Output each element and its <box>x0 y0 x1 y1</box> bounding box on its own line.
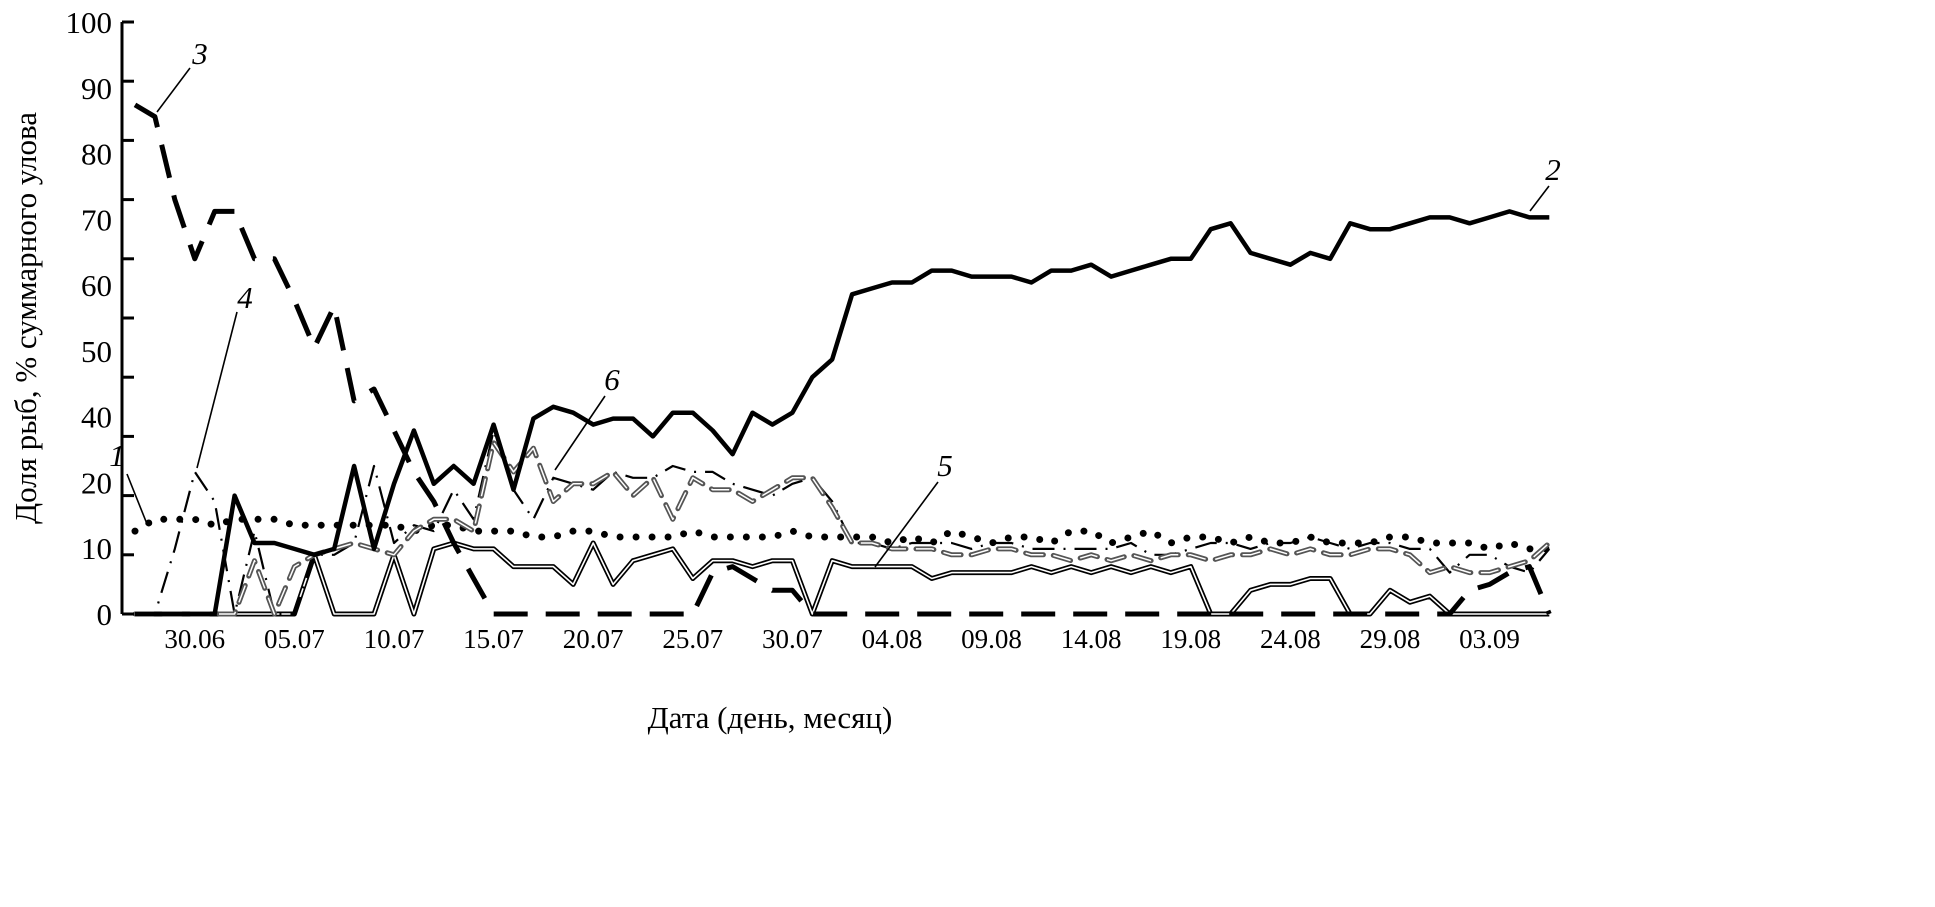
x-axis: 30.06 05.07 10.07 15.07 20.07 25.07 30.07 04.08… <box>164 624 1520 654</box>
y-tick-label: 0 <box>97 597 113 632</box>
y-tick-label: 80 <box>81 137 112 172</box>
series-1-leader <box>126 473 148 525</box>
series-2 <box>135 209 1550 617</box>
x-tick-label: 15.07 <box>463 624 524 654</box>
x-tick-label: 25.07 <box>662 624 723 654</box>
series-6-leader <box>554 395 606 471</box>
y-tick-label: 90 <box>81 71 112 106</box>
series-2-line <box>135 209 1550 617</box>
series-4 <box>135 429 1551 616</box>
x-tick-label: 24.08 <box>1260 624 1321 654</box>
y-tick-label: 40 <box>81 400 112 435</box>
series-2-label: 2 <box>1545 152 1561 187</box>
x-tick-label: 14.08 <box>1061 624 1122 654</box>
series-3 <box>133 102 1552 617</box>
series-3-leader <box>156 67 191 113</box>
y-tick-label: 10 <box>81 531 112 566</box>
series-5-leader <box>874 481 939 568</box>
x-tick-label: 30.07 <box>762 624 823 654</box>
x-tick-label: 29.08 <box>1360 624 1421 654</box>
x-tick-label: 30.06 <box>164 624 225 654</box>
x-tick-label: 05.07 <box>264 624 325 654</box>
x-tick-label: 19.08 <box>1160 624 1221 654</box>
series-1-line <box>131 515 1553 553</box>
y-tick-label: 20 <box>81 465 112 500</box>
series-layer <box>131 102 1553 617</box>
x-tick-label: 03.09 <box>1459 624 1520 654</box>
y-axis-title: Доля рыб, % суммарного улова <box>8 112 43 524</box>
series-3-line <box>133 102 1552 617</box>
series-4-leader <box>196 311 238 469</box>
series-1-label: 1 <box>109 438 125 473</box>
series-1 <box>131 515 1553 553</box>
series-6-label: 6 <box>604 362 620 397</box>
series-3-label: 3 <box>191 36 208 71</box>
series-annotations: 1 2 3 4 5 6 <box>109 36 1561 568</box>
series-2-leader <box>1529 185 1550 212</box>
series-6-line <box>135 441 1550 615</box>
x-tick-label: 04.08 <box>862 624 923 654</box>
x-axis-title: Дата (день, месяц) <box>648 700 893 735</box>
series-5-label: 5 <box>937 448 953 483</box>
series-4-line <box>135 429 1551 616</box>
series-4-label: 4 <box>237 280 253 315</box>
y-tick-label: 70 <box>81 202 112 237</box>
y-tick-label: 50 <box>81 334 112 369</box>
x-tick-label: 10.07 <box>364 624 425 654</box>
series-5-line <box>135 542 1550 615</box>
x-tick-label: 09.08 <box>961 624 1022 654</box>
y-tick-label: 100 <box>66 5 113 40</box>
series-5 <box>135 540 1550 617</box>
x-tick-label: 20.07 <box>563 624 624 654</box>
y-tick-label: 60 <box>81 268 112 303</box>
series-6 <box>132 439 1552 617</box>
